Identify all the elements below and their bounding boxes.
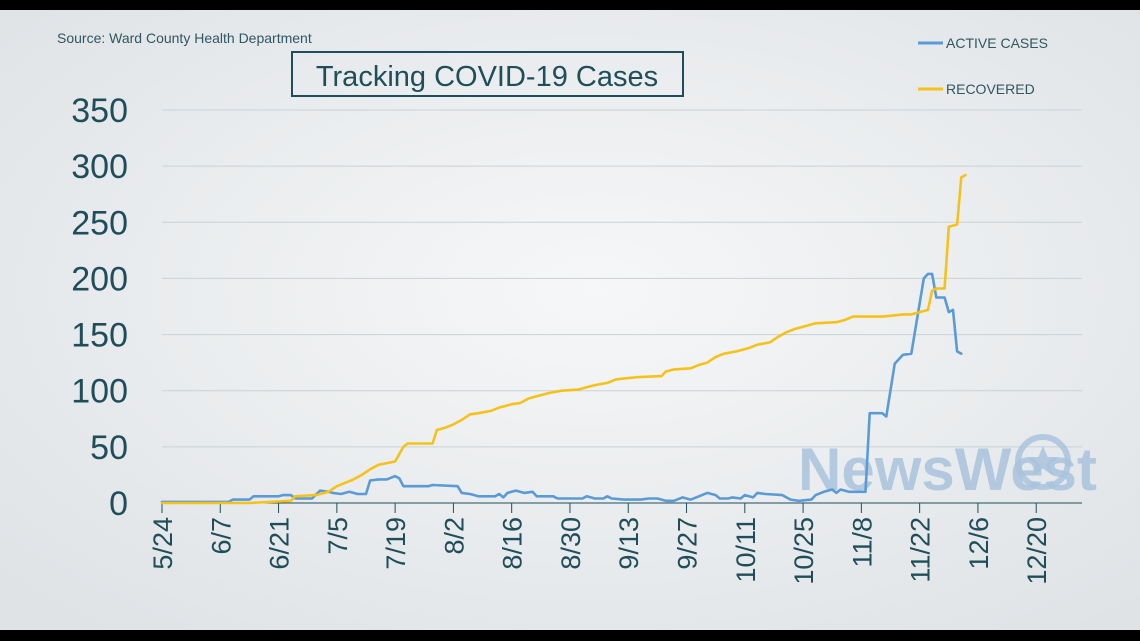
watermark-star-icon [1015,434,1071,490]
legend-label-recovered: RECOVERED [946,81,1035,97]
x-tick-label: 12/20 [1022,517,1052,585]
x-tick-label: 6/7 [206,517,236,555]
chart-background [0,10,1140,630]
y-tick-label: 300 [71,148,128,186]
x-tick-label: 12/6 [964,517,994,570]
x-tick-label: 7/19 [381,517,411,570]
x-tick-label: 8/2 [439,517,469,555]
y-tick-label: 0 [109,485,128,523]
gridlines [162,109,1082,504]
x-tick-label: 8/16 [498,517,528,570]
x-tick-label: 10/25 [789,517,819,585]
y-tick-label: 350 [71,92,128,130]
series-lines [160,173,967,505]
x-tick-label: 10/11 [731,517,761,583]
x-tick-label: 9/13 [614,517,644,570]
x-axis-ticks: 5/24 6/7 6/21 7/5 7/19 8/2 8/16 8/30 9/13 9/27 10/… [148,503,1052,585]
source-note: Source: Ward County Health Department [57,30,312,46]
x-tick-label: 11/8 [847,517,877,568]
x-tick-label: 6/21 [265,517,295,570]
x-tick-label: 9/27 [673,517,703,570]
y-tick-label: 150 [71,317,128,355]
legend-label-active: ACTIVE CASES [946,35,1048,51]
series-line-active-cases [160,272,963,504]
y-tick-label: 100 [71,373,128,411]
x-tick-label: 7/5 [323,517,353,555]
watermark-text: NewsWest [798,436,1097,503]
x-tick-label: 8/30 [556,517,586,570]
x-tick-label: 5/24 [148,517,178,570]
legend: ACTIVE CASES RECOVERED [918,35,1048,97]
y-axis-ticks: 0 50 100 150 200 250 300 350 [71,92,128,523]
y-tick-label: 200 [71,260,128,298]
chart-title: Tracking COVID-19 Cases [316,61,658,93]
series-line-recovered [160,173,967,505]
y-tick-label: 50 [90,429,128,467]
x-tick-label: 11/22 [906,517,936,583]
title-box [291,51,684,97]
y-tick-label: 250 [71,204,128,242]
